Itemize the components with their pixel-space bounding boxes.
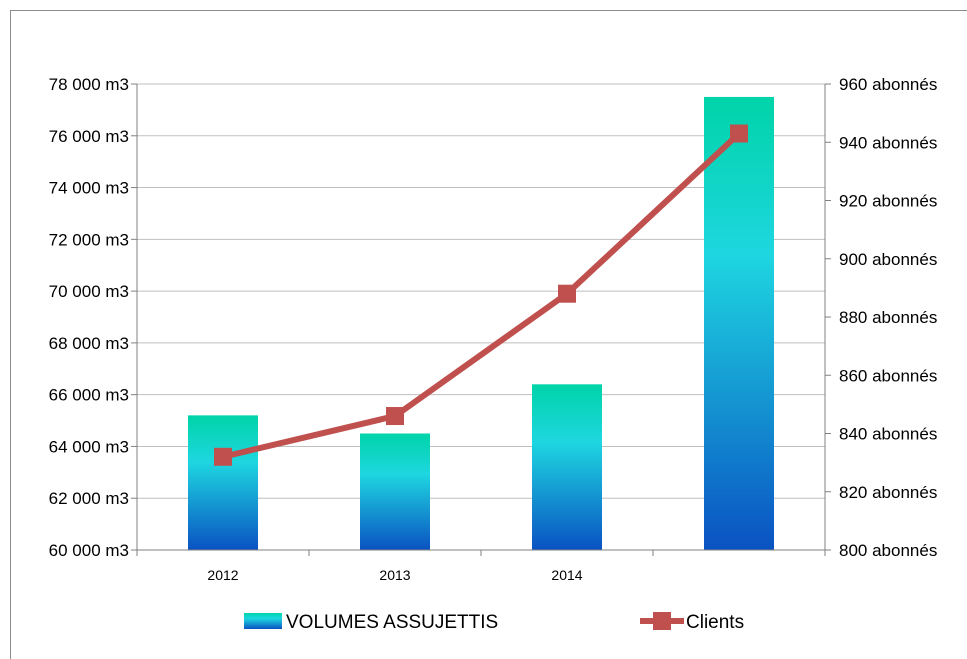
clients-marker (214, 447, 232, 466)
clients-marker (558, 284, 576, 303)
legend-label-clients: Clients (686, 612, 744, 633)
legend-label-volumes: VOLUMES ASSUJETTIS (286, 612, 498, 633)
right-tick-label: 840 abonnés (839, 425, 937, 444)
x-tick-label: 2013 (379, 567, 410, 583)
x-tick-label: 2014 (551, 567, 582, 583)
right-tick-label: 880 abonnés (839, 308, 937, 327)
axes (131, 83, 831, 556)
right-tick-label: 920 abonnés (839, 192, 937, 211)
left-tick-label: 70 000 m3 (49, 282, 129, 301)
bar-series (188, 96, 774, 550)
clients-marker (730, 124, 748, 143)
right-tick-label: 960 abonnés (839, 75, 937, 94)
left-tick-label: 68 000 m3 (49, 334, 129, 353)
right-tick-label: 820 abonnés (839, 483, 937, 502)
left-tick-label: 66 000 m3 (49, 386, 129, 405)
left-tick-label: 78 000 m3 (49, 75, 129, 94)
right-tick-label: 940 abonnés (839, 133, 937, 152)
left-tick-label: 60 000 m3 (49, 541, 129, 560)
left-tick-label: 76 000 m3 (49, 127, 129, 146)
tick-labels: 60 000 m3 62 000 m3 64 000 m3 66 000 m3 68 0… (49, 75, 938, 583)
legend-bar-swatch (244, 613, 282, 629)
left-tick-label: 72 000 m3 (49, 230, 129, 249)
right-tick-label: 900 abonnés (839, 250, 937, 269)
left-tick-label: 62 000 m3 (49, 489, 129, 508)
left-tick-label: 74 000 m3 (49, 179, 129, 198)
bar (360, 433, 430, 550)
left-tick-label: 64 000 m3 (49, 437, 129, 456)
right-tick-label: 860 abonnés (839, 366, 937, 385)
bar (532, 384, 602, 550)
chart-frame (10, 10, 967, 659)
legend-line-marker (653, 612, 671, 630)
legend: VOLUMES ASSUJETTIS Clients (244, 612, 744, 633)
clients-marker (386, 407, 404, 426)
bar (704, 96, 774, 550)
clients-line (222, 131, 742, 460)
line-series (214, 124, 748, 466)
x-tick-label: 2012 (207, 567, 238, 583)
right-tick-label: 800 abonnés (839, 541, 937, 560)
bar (188, 415, 258, 550)
